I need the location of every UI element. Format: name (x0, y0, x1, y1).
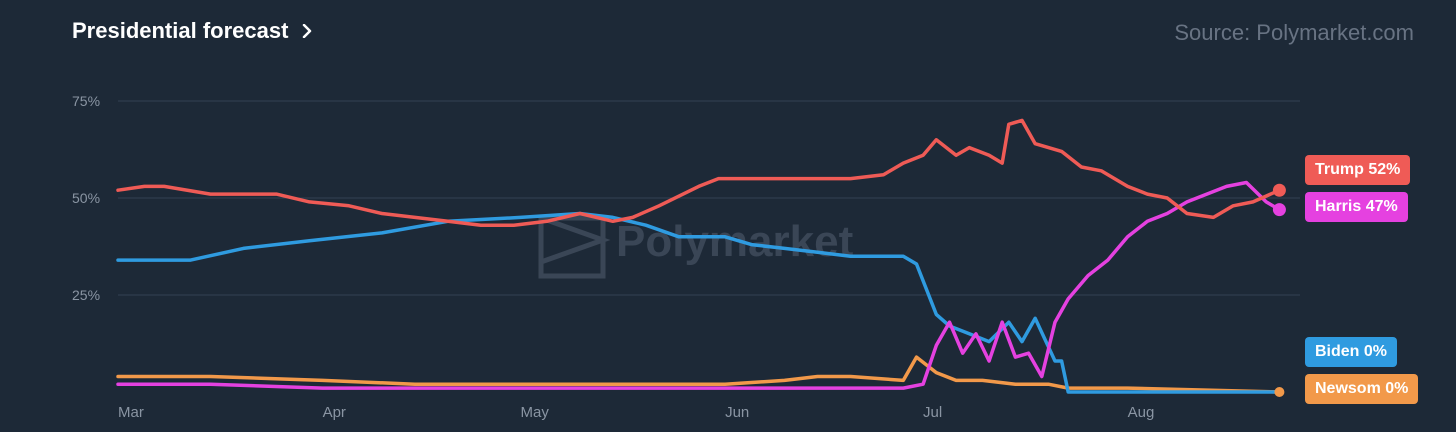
chevron-right-icon (303, 24, 312, 38)
y-tick-label: 75% (72, 93, 100, 109)
series-line-trump (116, 118, 1282, 227)
series-line-newsom (116, 355, 1282, 394)
page-title: Presidential forecast (72, 18, 289, 43)
watermark: Polymarket (538, 215, 854, 279)
y-tick-label: 50% (72, 190, 100, 206)
watermark-text: Polymarket (616, 217, 854, 266)
source-label: Source: Polymarket.com (1174, 20, 1414, 45)
series-line-harris (116, 180, 1282, 390)
legend-badge-newsom: Newsom 0% (1305, 374, 1419, 404)
x-tick-label: Jul (923, 404, 942, 421)
x-tick-label: Aug (1128, 404, 1155, 421)
end-dot-harris (1272, 203, 1286, 217)
x-tick-label: Mar (118, 404, 144, 421)
chart-title-link[interactable]: Presidential forecast (72, 18, 314, 44)
polymarket-logo-icon (538, 215, 611, 279)
legend-badge-biden: Biden 0% (1305, 337, 1398, 367)
series-line-biden (116, 211, 1282, 394)
x-tick-label: Apr (323, 404, 346, 421)
legend-badge-harris: Harris 47% (1305, 192, 1408, 222)
x-tick-label: May (521, 404, 550, 421)
end-dot-trump (1272, 183, 1286, 197)
end-dot-newsom (1274, 387, 1285, 397)
x-tick-label: Jun (725, 404, 749, 421)
legend-badge-trump: Trump 52% (1305, 155, 1411, 185)
y-tick-label: 25% (72, 287, 100, 303)
